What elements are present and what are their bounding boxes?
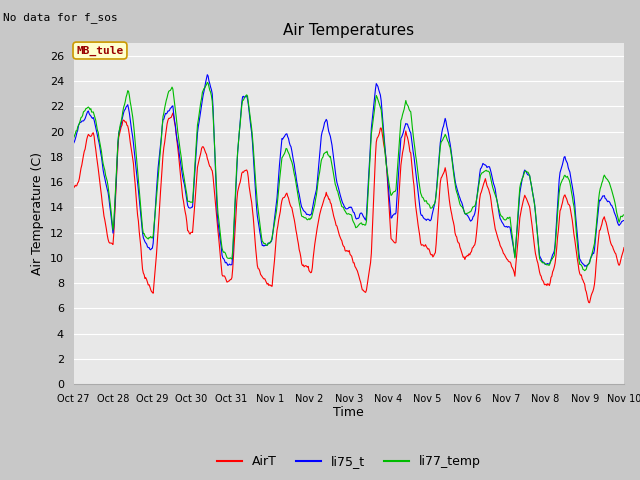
- Legend: AirT, li75_t, li77_temp: AirT, li75_t, li77_temp: [212, 450, 486, 473]
- li77_temp: [159, 114, 167, 120]
- li75_t: [534, 235, 541, 241]
- li77_temp: [534, 235, 541, 241]
- li75_t: [70, 140, 77, 146]
- X-axis label: Time: Time: [333, 407, 364, 420]
- li75_t: [620, 217, 628, 223]
- Line: li75_t: li75_t: [74, 75, 624, 266]
- Text: No data for f_sos: No data for f_sos: [3, 12, 118, 23]
- li77_temp: [250, 156, 258, 162]
- Y-axis label: Air Temperature (C): Air Temperature (C): [31, 152, 44, 275]
- li77_temp: [85, 105, 93, 111]
- Line: li77_temp: li77_temp: [74, 83, 624, 271]
- Line: AirT: AirT: [74, 113, 624, 303]
- AirT: [534, 260, 541, 266]
- AirT: [70, 185, 77, 191]
- li75_t: [250, 166, 258, 171]
- li75_t: [159, 117, 167, 122]
- AirT: [159, 152, 167, 158]
- AirT: [169, 110, 177, 116]
- li75_t: [85, 111, 93, 117]
- AirT: [85, 132, 93, 138]
- li77_temp: [620, 212, 628, 217]
- li75_t: [570, 189, 577, 194]
- li77_temp: [218, 240, 225, 245]
- Title: Air Temperatures: Air Temperatures: [284, 23, 414, 38]
- AirT: [218, 264, 225, 269]
- li75_t: [218, 244, 225, 250]
- li77_temp: [204, 80, 211, 85]
- li77_temp: [570, 200, 577, 205]
- li77_temp: [70, 135, 77, 141]
- li75_t: [582, 264, 590, 269]
- AirT: [586, 300, 593, 306]
- AirT: [570, 225, 577, 230]
- AirT: [620, 245, 628, 251]
- li77_temp: [580, 268, 588, 274]
- li75_t: [204, 72, 211, 78]
- Text: MB_tule: MB_tule: [76, 46, 124, 56]
- AirT: [250, 224, 258, 230]
